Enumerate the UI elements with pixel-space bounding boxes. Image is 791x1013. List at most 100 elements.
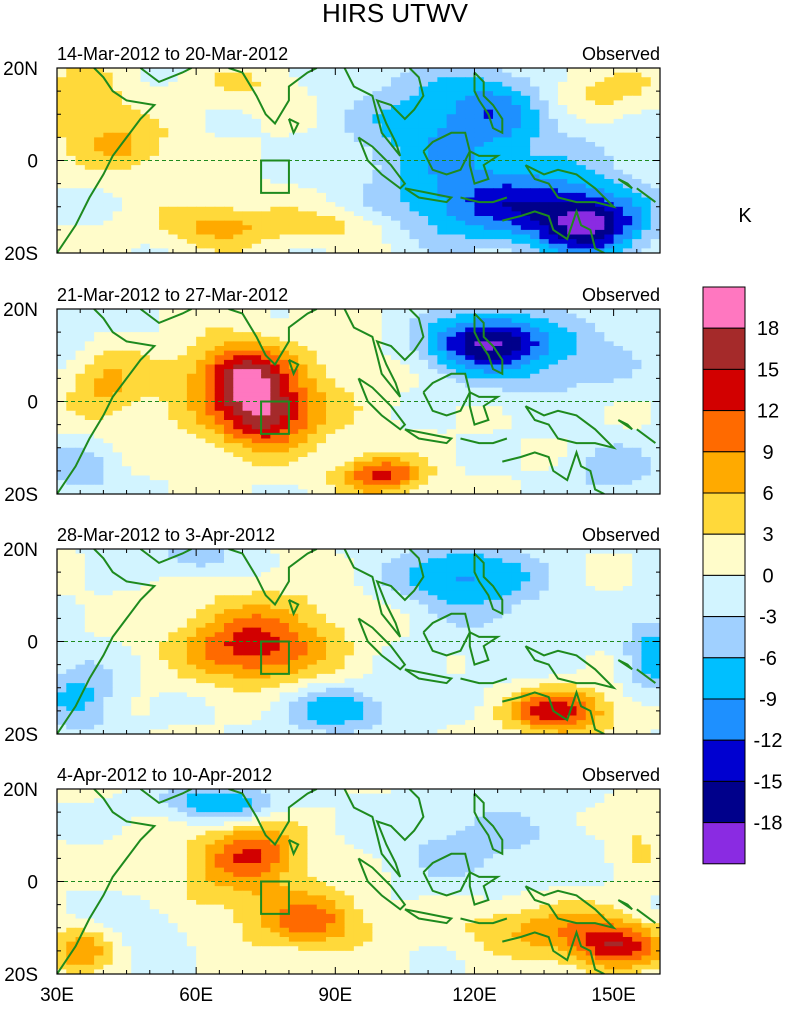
- anomaly-field: [57, 68, 660, 253]
- y-tick-label: 20N: [3, 59, 38, 80]
- coastline: [502, 208, 605, 253]
- coastlines: [57, 789, 656, 974]
- colorbar-swatch: [702, 739, 746, 782]
- coastline: [139, 68, 192, 84]
- coastline: [357, 136, 407, 190]
- coastline: [617, 419, 633, 431]
- coastline: [636, 428, 656, 444]
- panel-right-label: Observed: [582, 525, 660, 545]
- coastline: [357, 857, 407, 911]
- y-tick-label: 0: [27, 152, 38, 173]
- coastline: [57, 309, 157, 494]
- colorbar-level-label: 9: [762, 442, 773, 464]
- x-tick-label: 150E: [591, 985, 635, 1006]
- coastline: [460, 196, 508, 204]
- colorbar-level-label: 12: [757, 401, 779, 423]
- coastline: [502, 689, 605, 734]
- coastline: [343, 549, 425, 638]
- coastline: [57, 789, 157, 974]
- coastline: [287, 118, 300, 136]
- coastline: [524, 885, 617, 930]
- coastline: [473, 792, 504, 856]
- coastlines: [57, 68, 656, 253]
- coastline: [228, 309, 318, 367]
- coastline: [139, 789, 192, 805]
- colorbar-swatch: [702, 616, 746, 659]
- coastline: [404, 428, 454, 445]
- map-panels: 20N 0 20S 14-Mar-2012 to 20-Mar-2012 Observe…: [3, 44, 661, 1006]
- colorbar-level-label: -12: [754, 730, 783, 752]
- colorbar-swatch: [702, 780, 746, 824]
- coastline: [460, 437, 508, 445]
- colorbar-swatch: [702, 657, 746, 700]
- coastline: [357, 377, 407, 431]
- colorbar-swatch: [702, 327, 746, 370]
- map-panel: 20N 0 20S 21-Mar-2012 to 27-Mar-2012 Observe…: [3, 285, 661, 506]
- coastlines: [57, 549, 656, 734]
- colorbar-swatch: [702, 822, 746, 865]
- coastline: [617, 659, 633, 671]
- target-box: [260, 640, 290, 675]
- panel-period-title: 4-Apr-2012 to 10-Apr-2012: [57, 765, 272, 785]
- colorbar-level-label: 0: [762, 565, 773, 587]
- coastline: [228, 789, 318, 847]
- colorbar-level-label: 18: [757, 318, 779, 340]
- coastline: [617, 899, 633, 911]
- target-box: [260, 880, 290, 915]
- coastline: [357, 617, 407, 671]
- coastline: [473, 312, 504, 376]
- coastline: [404, 187, 454, 204]
- colorbar-level-label: -3: [759, 607, 777, 629]
- coastline: [139, 549, 192, 565]
- coastline: [139, 309, 192, 325]
- colorbar-level-label: -15: [754, 771, 783, 793]
- anomaly-field: [57, 789, 660, 974]
- colorbar-swatch: [702, 492, 746, 535]
- coastline: [636, 187, 656, 203]
- target-box: [260, 159, 290, 194]
- coastline: [524, 164, 617, 209]
- colorbar-swatch: [702, 451, 746, 494]
- map-panel: 20N 0 20S 14-Mar-2012 to 20-Mar-2012 Observe…: [3, 44, 661, 265]
- coastline: [473, 552, 504, 616]
- coastline: [502, 449, 605, 494]
- coastline: [502, 929, 605, 974]
- target-box: [260, 400, 290, 435]
- colorbar-level-label: -9: [759, 689, 777, 711]
- x-tick-label: 120E: [452, 985, 496, 1006]
- y-tick-label: 20N: [3, 300, 38, 321]
- y-tick-label: 20S: [4, 485, 38, 506]
- colorbar-level-label: 3: [762, 524, 773, 546]
- coastline: [343, 789, 425, 878]
- coastline: [617, 178, 633, 190]
- coastline: [404, 668, 454, 685]
- y-tick-label: 20N: [3, 540, 38, 561]
- map-panel: 20N 0 20S 28-Mar-2012 to 3-Apr-2012 Observed: [3, 525, 661, 746]
- anomaly-field: [57, 549, 660, 734]
- coastline: [468, 631, 502, 666]
- coastline: [460, 917, 508, 925]
- coastlines: [57, 309, 656, 494]
- chart-title: HIRS UTWV: [322, 0, 469, 28]
- y-tick-label: 20S: [4, 244, 38, 265]
- colorbar: K 18 15 12 9 6 3 0 -3 -6 -9 -12 -15 -18: [702, 205, 783, 865]
- colorbar-level-label: 15: [757, 359, 779, 381]
- colorbar-swatch: [702, 368, 746, 412]
- coastline: [228, 549, 318, 607]
- coastline: [228, 68, 318, 126]
- y-tick-label: 20S: [4, 725, 38, 746]
- coastline: [524, 405, 617, 450]
- coastline: [524, 645, 617, 690]
- colorbar-swatch: [702, 698, 746, 741]
- coastline: [468, 391, 502, 426]
- coastline: [468, 150, 502, 185]
- colorbar-swatch: [702, 410, 746, 453]
- y-tick-label: 0: [27, 393, 38, 414]
- colorbar-level-label: -18: [754, 813, 783, 835]
- colorbar-unit-label: K: [738, 205, 752, 227]
- colorbar-swatch: [702, 286, 746, 329]
- y-tick-label: 20S: [4, 965, 38, 986]
- map-panel: 20N 0 20S 4-Apr-2012 to 10-Apr-2012 Observed: [3, 765, 661, 986]
- panel-period-title: 28-Mar-2012 to 3-Apr-2012: [57, 525, 275, 545]
- coastline: [473, 71, 504, 135]
